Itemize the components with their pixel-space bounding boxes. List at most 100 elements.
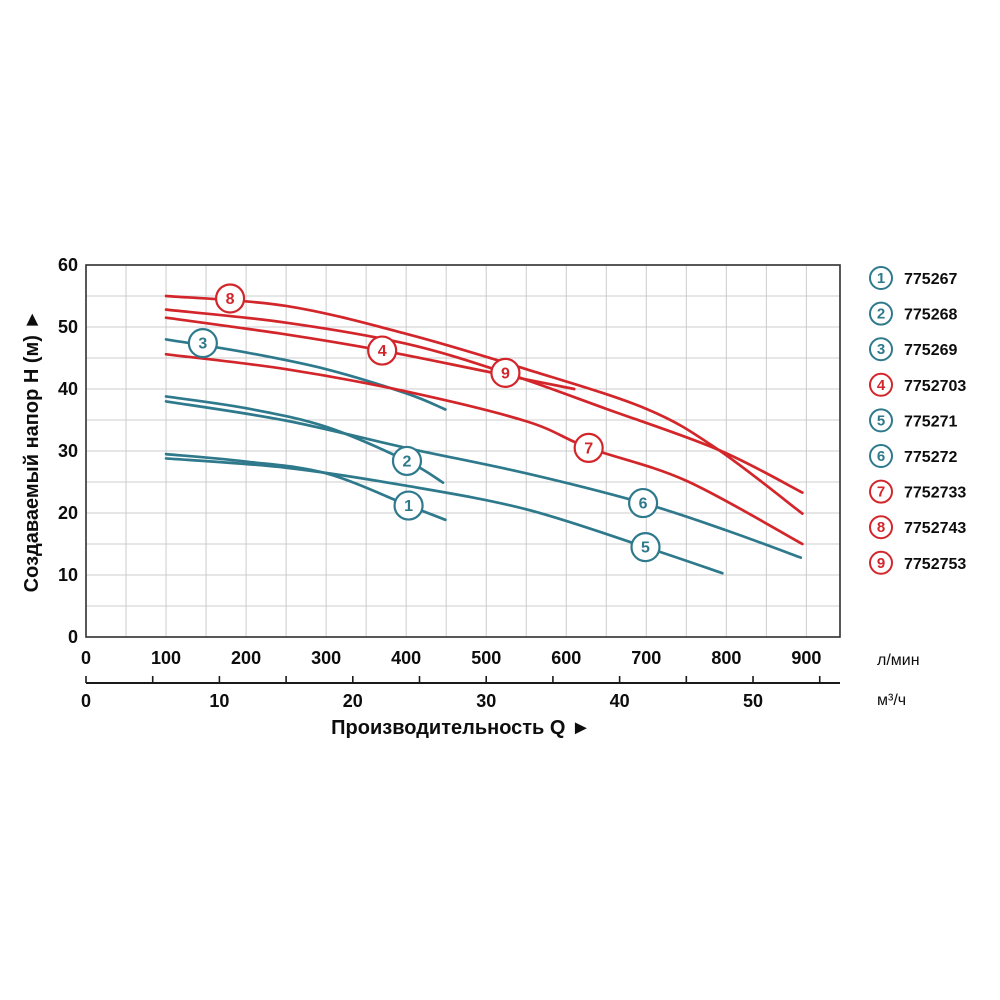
grid-lines — [86, 265, 840, 637]
curve-badge-number: 9 — [501, 365, 510, 382]
legend-item-code: 775269 — [904, 342, 957, 359]
curve-badge-6: 6 — [627, 487, 659, 519]
pump-curve-7 — [164, 352, 804, 546]
curve-badge-4: 4 — [367, 335, 398, 366]
legend-item-circle — [869, 515, 893, 540]
legend-item-circle — [869, 372, 893, 397]
curve-badge-circle — [187, 328, 218, 359]
x-tick-label-m3h: 30 — [476, 691, 496, 711]
legend-item-8: 8 7752743 — [869, 515, 966, 540]
legend-item-number: 8 — [877, 519, 885, 536]
y-tick-label: 20 — [58, 503, 78, 523]
curve-badge-number: 4 — [378, 343, 387, 360]
curve-badge-circle — [573, 432, 604, 463]
x-tick-label-lmin: 0 — [81, 648, 91, 668]
legend-item-circle — [869, 444, 893, 468]
legend-item-number: 2 — [877, 306, 885, 323]
curve-badge-number: 1 — [404, 498, 413, 515]
curve-badge-number: 8 — [226, 291, 235, 308]
curve-badge-circle — [630, 531, 661, 563]
legend-item-code: 775267 — [904, 271, 957, 288]
y-tick-label: 60 — [58, 255, 78, 275]
x-tick-label-lmin: 600 — [551, 648, 581, 668]
x-tick-label-lmin: 200 — [231, 648, 261, 668]
legend-item-number: 4 — [877, 377, 886, 394]
legend-item-4: 4 7752703 — [869, 372, 966, 397]
legend: 1 775267 2 775268 3 775269 4 7752703 5 775271 6 775… — [869, 266, 966, 575]
legend-item-7: 7 7752733 — [869, 479, 966, 504]
y-tick-label: 40 — [58, 379, 78, 399]
x-tick-label-lmin: 100 — [151, 648, 181, 668]
legend-item-circle — [869, 266, 893, 290]
y-axis-title: Создаваемый напор H (м) ► — [21, 310, 43, 593]
curve-badge-circle — [393, 490, 424, 521]
unit-label-m3h: м³/ч — [877, 692, 906, 709]
curve-badge-number: 7 — [584, 440, 593, 457]
legend-item-code: 775272 — [904, 449, 957, 466]
unit-label-lmin: л/мин — [877, 652, 920, 669]
legend-item-circle — [869, 479, 893, 504]
x-tick-label-lmin: 500 — [471, 648, 501, 668]
y-tick-label: 0 — [68, 627, 78, 647]
legend-item-number: 5 — [877, 412, 885, 429]
legend-item-circle — [869, 337, 893, 362]
x-tick-label-m3h: 0 — [81, 691, 91, 711]
legend-item-3: 3 775269 — [869, 337, 957, 362]
x-tick-label-lmin: 800 — [711, 648, 741, 668]
x-tick-label-m3h: 10 — [209, 691, 229, 711]
legend-item-code: 7752733 — [904, 485, 966, 502]
legend-item-number: 6 — [877, 448, 885, 465]
y-tick-label: 10 — [58, 565, 78, 585]
curve-badge-9: 9 — [490, 357, 521, 388]
curve-badge-number: 2 — [403, 453, 412, 470]
curve-badge-circle — [627, 487, 659, 519]
x-axis-title: Производительность Q ► — [331, 717, 591, 739]
legend-item-code: 775271 — [904, 413, 957, 430]
pump-curve-8 — [164, 294, 804, 515]
plot-border-rect — [85, 264, 841, 638]
curve-badge-number: 3 — [198, 336, 207, 353]
legend-item-code: 7752743 — [904, 520, 966, 537]
legend-item-number: 3 — [877, 341, 885, 358]
curve-badge-5: 5 — [630, 531, 661, 563]
legend-item-6: 6 775272 — [869, 444, 957, 468]
curve-badge-number: 6 — [639, 496, 648, 513]
curve-badge-circle — [367, 335, 398, 366]
legend-item-5: 5 775271 — [869, 408, 957, 433]
legend-item-number: 9 — [877, 555, 885, 572]
x-tick-label-lmin: 300 — [311, 648, 341, 668]
curve-badge-circle — [391, 445, 423, 477]
curve-badge-number: 5 — [641, 540, 650, 557]
x-tick-label-lmin: 700 — [631, 648, 661, 668]
legend-item-circle — [869, 408, 893, 433]
curve-badge-1: 1 — [393, 490, 424, 521]
x-tick-label-m3h: 40 — [610, 691, 630, 711]
legend-item-9: 9 7752753 — [869, 550, 966, 575]
legend-item-1: 1 775267 — [869, 266, 957, 290]
curve-badge-2: 2 — [391, 445, 423, 477]
legend-item-circle — [869, 550, 893, 575]
plot-border — [85, 264, 841, 638]
x-tick-label-lmin: 900 — [791, 648, 821, 668]
x-tick-label-m3h: 50 — [743, 691, 763, 711]
legend-item-number: 7 — [877, 484, 885, 501]
legend-item-code: 7752753 — [904, 556, 966, 573]
legend-item-2: 2 775268 — [869, 301, 957, 326]
curve-badge-circle — [490, 357, 521, 388]
curve-badge-8: 8 — [214, 283, 246, 314]
pump-curve-6 — [164, 400, 803, 559]
legend-item-code: 775268 — [904, 307, 957, 324]
y-tick-label: 30 — [58, 441, 78, 461]
legend-item-circle — [869, 301, 893, 326]
curve-badge-3: 3 — [187, 328, 218, 359]
curve-number-badges: 1 2 3 4 5 6 7 8 9 — [187, 283, 661, 563]
y-tick-label: 50 — [58, 317, 78, 337]
curve-badge-7: 7 — [573, 432, 604, 463]
pump-curves — [164, 294, 804, 575]
x-tick-label-lmin: 400 — [391, 648, 421, 668]
curve-badge-circle — [214, 283, 246, 314]
legend-item-code: 7752703 — [904, 378, 966, 395]
legend-item-number: 1 — [877, 270, 885, 287]
